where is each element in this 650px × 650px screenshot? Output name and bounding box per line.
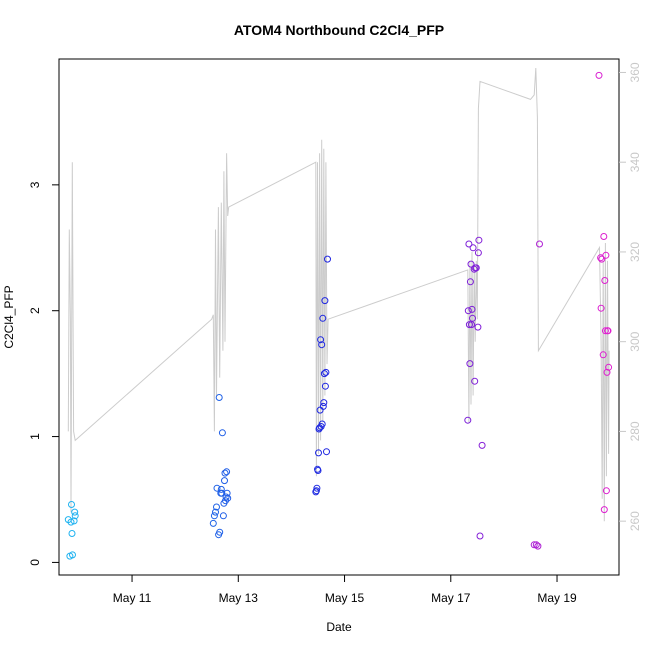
data-point — [318, 420, 326, 428]
data-point — [601, 327, 609, 335]
data-point — [224, 494, 232, 502]
data-point — [222, 493, 230, 501]
y2-tick-label-4: 340 — [628, 152, 642, 172]
data-point — [467, 260, 475, 268]
chart-title: ATOM4 Northbound C2Cl4_PFP — [234, 22, 444, 38]
data-point — [600, 233, 608, 240]
data-point — [465, 321, 473, 329]
data-point — [604, 327, 612, 335]
data-point — [475, 236, 483, 244]
data-point — [209, 519, 217, 527]
data-point — [212, 508, 219, 516]
data-point — [471, 377, 479, 385]
data-point — [598, 255, 606, 263]
data-point — [530, 541, 538, 549]
data-point — [221, 469, 229, 477]
data-point — [315, 449, 322, 457]
axis-layer: May 11 May 13 May 15 May 17 May 19 0 1 2 3 260 280… — [28, 62, 642, 605]
x-tick-label-1: May 13 — [219, 591, 259, 605]
data-point — [213, 503, 220, 511]
data-point — [71, 512, 79, 520]
data-point — [472, 264, 480, 272]
plot-frame — [58, 58, 620, 576]
data-point — [324, 255, 331, 263]
data-point — [217, 485, 225, 493]
data-point — [322, 368, 330, 376]
data-point — [601, 277, 609, 284]
data-point — [218, 429, 226, 437]
y2-tick-label-0: 260 — [628, 511, 642, 531]
data-point — [602, 251, 610, 259]
data-point — [215, 394, 223, 401]
data-point — [605, 363, 613, 371]
data-point — [600, 506, 608, 514]
data-point — [466, 278, 474, 286]
data-point — [317, 336, 325, 344]
data-point — [216, 528, 224, 536]
y-axis-label: C2Cl4_PFP — [2, 285, 16, 348]
data-point — [597, 304, 605, 312]
y-tick-label-0: 0 — [28, 559, 42, 566]
data-point — [213, 484, 221, 492]
data-point — [71, 508, 79, 516]
data-point — [223, 489, 231, 497]
data-point — [602, 487, 610, 495]
data-point — [478, 441, 486, 449]
line-layer — [67, 67, 610, 522]
data-point — [474, 323, 482, 331]
data-point — [321, 382, 329, 390]
y-tick-label-3: 3 — [28, 181, 42, 188]
data-point — [319, 402, 327, 410]
data-point — [312, 487, 320, 495]
data-point — [474, 249, 482, 257]
data-point — [68, 530, 76, 537]
data-point — [464, 307, 472, 315]
data-point — [468, 305, 476, 313]
y2-tick-label-5: 360 — [628, 62, 642, 82]
data-point — [536, 240, 543, 248]
data-point — [320, 399, 328, 407]
y2-tick-label-3: 320 — [628, 242, 642, 262]
data-point — [320, 370, 328, 378]
y-tick-label-1: 1 — [28, 433, 42, 440]
x-tick-label-2: May 15 — [325, 591, 365, 605]
data-point — [466, 360, 474, 368]
point-layer — [64, 71, 613, 560]
data-point — [595, 71, 603, 79]
y-tick-label-2: 2 — [28, 307, 42, 314]
x-tick-label-0: May 11 — [113, 591, 152, 605]
data-point — [464, 416, 472, 424]
data-point — [68, 501, 75, 508]
data-point — [219, 512, 227, 520]
data-point — [465, 240, 473, 248]
data-point — [532, 541, 540, 549]
data-point — [314, 467, 322, 474]
data-point — [223, 468, 231, 476]
data-point — [469, 244, 477, 252]
y2-tick-label-2: 300 — [628, 331, 642, 351]
x-axis-label: Date — [326, 620, 352, 634]
series-line — [67, 67, 610, 522]
data-point — [218, 489, 226, 497]
data-point — [69, 551, 76, 559]
x-tick-label-4: May 19 — [537, 591, 577, 605]
data-point — [70, 517, 78, 525]
x-tick-label-3: May 17 — [431, 591, 471, 605]
data-point — [469, 314, 476, 322]
data-point — [313, 484, 321, 492]
data-point — [476, 532, 484, 540]
data-point — [221, 477, 228, 485]
data-point — [67, 518, 75, 526]
data-point — [321, 297, 329, 305]
y2-tick-label-1: 280 — [628, 421, 642, 441]
data-point — [210, 512, 218, 520]
data-point — [318, 341, 326, 349]
data-point — [534, 542, 542, 550]
data-point — [319, 314, 327, 322]
data-point — [599, 351, 607, 359]
data-point — [323, 448, 330, 456]
